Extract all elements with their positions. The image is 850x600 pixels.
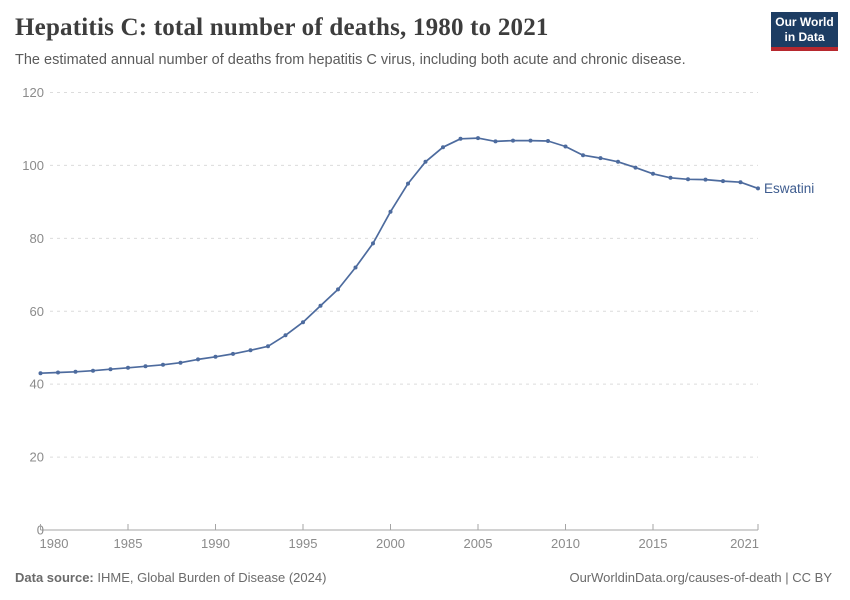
data-point[interactable] — [721, 179, 725, 184]
data-point[interactable] — [546, 139, 550, 143]
data-source: Data source: IHME, Global Burden of Dise… — [15, 570, 326, 585]
data-point[interactable] — [371, 241, 375, 246]
data-point[interactable] — [581, 153, 585, 158]
data-point[interactable] — [213, 354, 218, 359]
data-point[interactable] — [56, 370, 60, 375]
chart-title: Hepatitis C: total number of deaths, 198… — [15, 14, 549, 41]
x-tick-label: 2015 — [639, 536, 668, 551]
data-source-label: Data source: — [15, 570, 94, 585]
data-point[interactable] — [633, 165, 638, 170]
y-tick-label: 20 — [30, 450, 44, 465]
x-tick-label: 1995 — [289, 536, 318, 551]
y-tick-label: 40 — [30, 377, 44, 392]
y-tick-label: 80 — [30, 231, 44, 246]
owid-logo[interactable]: Our World in Data — [771, 12, 838, 51]
y-tick-label: 120 — [22, 85, 44, 100]
data-point[interactable] — [738, 180, 743, 185]
x-tick-label: 2000 — [376, 536, 405, 551]
data-point[interactable] — [178, 360, 183, 365]
owid-logo-text: Our World in Data — [775, 15, 834, 44]
data-point[interactable] — [686, 177, 690, 182]
data-point[interactable] — [756, 186, 760, 191]
data-point[interactable] — [441, 145, 445, 150]
data-point[interactable] — [231, 351, 235, 356]
series-end-label[interactable]: Eswatini — [764, 181, 814, 196]
data-source-value: IHME, Global Burden of Disease (2024) — [93, 570, 327, 585]
data-point[interactable] — [651, 171, 655, 176]
data-point[interactable] — [476, 136, 480, 141]
data-point[interactable] — [196, 357, 200, 362]
data-point[interactable] — [283, 333, 288, 338]
data-point[interactable] — [458, 136, 463, 141]
data-point[interactable] — [318, 303, 323, 308]
data-point[interactable] — [73, 369, 78, 374]
chart-footer: Data source: IHME, Global Burden of Dise… — [0, 566, 850, 600]
data-point[interactable] — [563, 144, 568, 149]
data-point[interactable] — [528, 138, 533, 143]
data-point[interactable] — [406, 181, 410, 186]
y-tick-label: 60 — [30, 304, 44, 319]
chart-subtitle: The estimated annual number of deaths fr… — [15, 52, 686, 68]
data-point[interactable] — [388, 209, 393, 214]
data-point[interactable] — [511, 138, 515, 143]
footer-credit[interactable]: OurWorldinData.org/causes-of-death | CC … — [569, 570, 832, 585]
data-point[interactable] — [108, 367, 113, 372]
series-line[interactable] — [39, 137, 759, 375]
data-point[interactable] — [616, 159, 620, 164]
data-point[interactable] — [353, 265, 358, 270]
data-point[interactable] — [598, 156, 603, 161]
x-tick-label: 1980 — [40, 536, 69, 551]
x-tick-label: 1990 — [201, 536, 230, 551]
x-tick-label: 2010 — [551, 536, 580, 551]
data-point[interactable] — [301, 320, 305, 325]
data-point[interactable] — [143, 364, 148, 369]
data-point[interactable] — [248, 348, 253, 353]
x-tick-label: 1985 — [114, 536, 143, 551]
data-point[interactable] — [493, 139, 498, 144]
data-point[interactable] — [126, 365, 130, 370]
data-point[interactable] — [161, 362, 165, 367]
x-tick-label: 2021 — [730, 536, 759, 551]
data-point[interactable] — [668, 175, 673, 180]
data-point[interactable] — [91, 368, 95, 373]
data-point[interactable] — [703, 177, 708, 182]
data-point[interactable] — [266, 344, 270, 349]
x-tick-label: 2005 — [464, 536, 493, 551]
y-tick-label: 100 — [22, 158, 44, 173]
data-point[interactable] — [336, 287, 340, 292]
data-point[interactable] — [38, 371, 43, 376]
data-point[interactable] — [423, 159, 428, 164]
